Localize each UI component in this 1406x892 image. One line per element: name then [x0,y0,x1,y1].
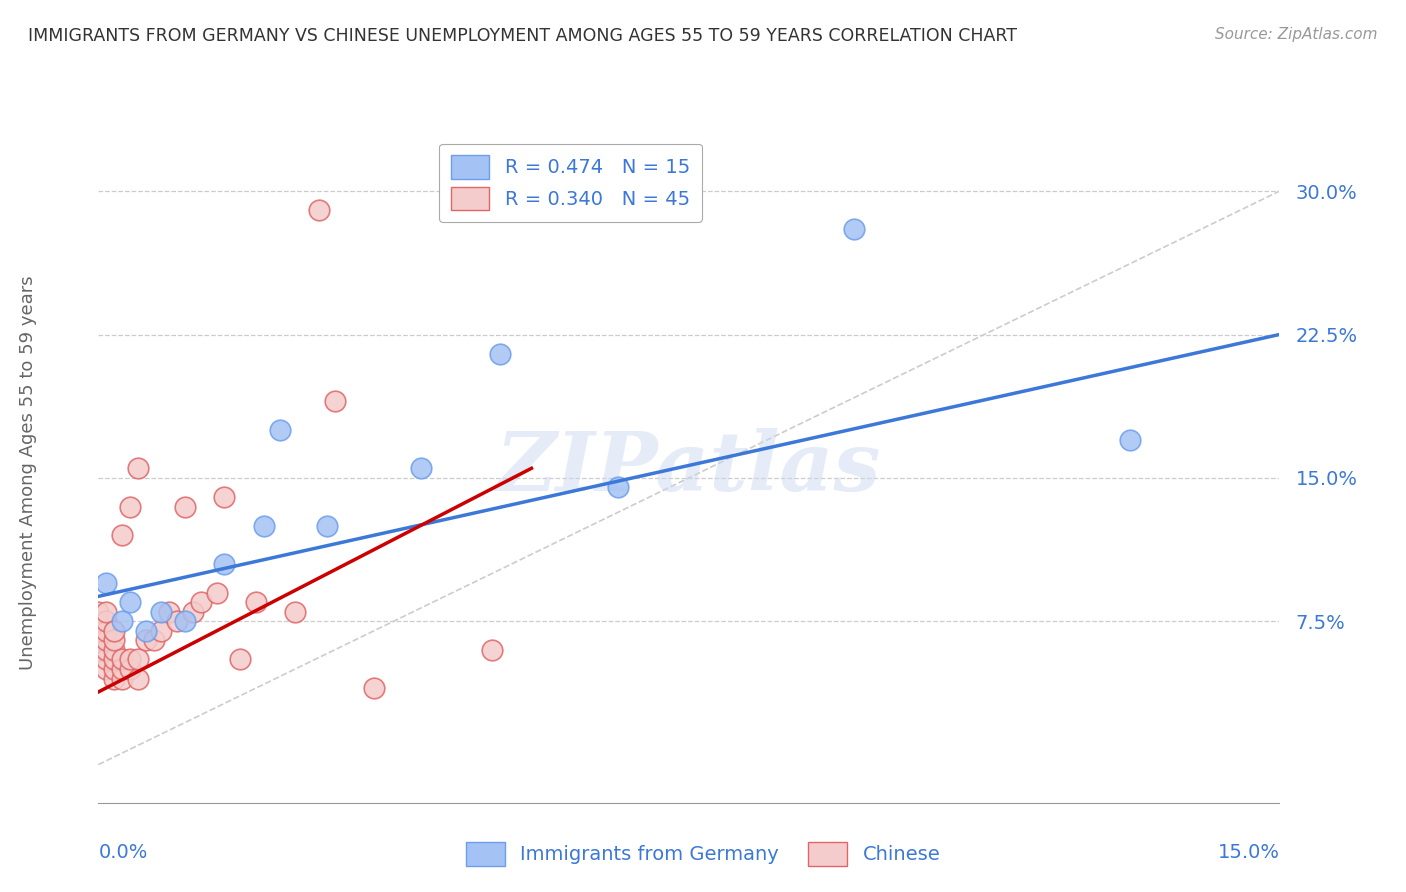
Point [103,624,125,638]
Point [214,557,236,571]
Point [118,500,141,514]
Text: Source: ZipAtlas.com: Source: ZipAtlas.com [1215,27,1378,42]
Point [111,662,134,676]
Text: 0.0%: 0.0% [98,843,148,862]
Point [96,652,118,666]
Point [87,643,110,657]
Point [96,605,118,619]
Point [127,652,149,666]
Point [96,662,118,676]
Point [481,643,503,657]
Point [135,624,157,638]
Point [142,633,165,648]
Point [607,480,630,494]
Point [1119,433,1142,447]
Point [315,518,337,533]
Point [103,643,125,657]
Point [174,500,197,514]
Point [111,614,134,628]
Point [96,576,118,591]
Text: 15.0%: 15.0% [1218,843,1279,862]
Point [489,346,512,360]
Legend: R = 0.474   N = 15, R = 0.340   N = 45: R = 0.474 N = 15, R = 0.340 N = 45 [439,144,702,222]
Text: Unemployment Among Ages 55 to 59 years: Unemployment Among Ages 55 to 59 years [20,276,37,670]
Point [135,633,157,648]
Point [363,681,385,695]
Point [118,662,141,676]
Point [111,672,134,686]
Point [87,614,110,628]
Point [103,652,125,666]
Point [253,518,276,533]
Point [111,528,134,542]
Point [190,595,212,609]
Point [181,605,204,619]
Point [87,633,110,648]
Point [96,633,118,648]
Point [308,203,330,218]
Point [103,633,125,648]
Point [214,490,236,504]
Point [411,461,433,475]
Point [205,585,228,599]
Point [127,672,149,686]
Point [150,605,173,619]
Point [103,662,125,676]
Point [844,222,866,236]
Point [96,614,118,628]
Point [96,643,118,657]
Legend: Immigrants from Germany, Chinese: Immigrants from Germany, Chinese [458,834,948,873]
Point [229,652,252,666]
Point [150,624,173,638]
Point [269,423,291,437]
Text: ZIPatlas: ZIPatlas [496,428,882,508]
Point [127,461,149,475]
Point [118,652,141,666]
Point [323,394,346,409]
Point [118,595,141,609]
Point [87,605,110,619]
Point [284,605,307,619]
Point [157,605,180,619]
Point [111,652,134,666]
Point [245,595,267,609]
Point [87,624,110,638]
Point [174,614,197,628]
Point [103,672,125,686]
Point [166,614,188,628]
Point [96,624,118,638]
Text: IMMIGRANTS FROM GERMANY VS CHINESE UNEMPLOYMENT AMONG AGES 55 TO 59 YEARS CORREL: IMMIGRANTS FROM GERMANY VS CHINESE UNEMP… [28,27,1017,45]
